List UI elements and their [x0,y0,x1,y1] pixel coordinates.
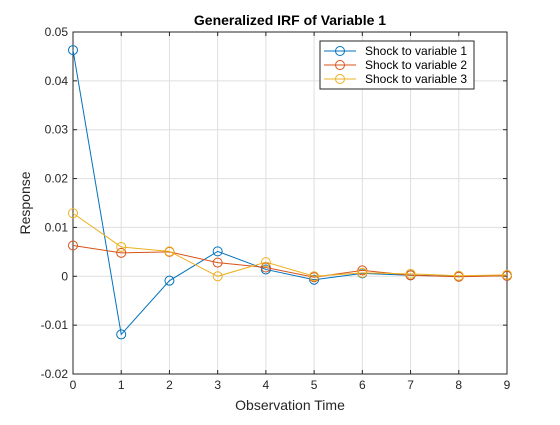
x-axis-label: Observation Time [235,397,345,413]
data-point-marker [260,257,271,268]
data-point-marker [116,247,127,258]
data-point-marker [68,45,78,56]
x-tick-label: 9 [504,378,511,392]
y-tick-label: 0.04 [45,74,69,88]
legend-label: Shock to variable 2 [365,58,467,72]
data-point-marker [453,270,464,281]
x-tick-label: 4 [263,378,270,392]
data-point-marker [212,257,223,268]
data-point-marker [309,271,320,282]
legend-item: Shock to variable 1 [324,44,467,58]
data-point-marker [260,262,271,273]
data-point-marker [164,275,175,286]
y-tick-label: 0.05 [45,25,69,39]
data-point-marker [357,265,368,276]
legend-marker [335,74,345,84]
y-tick-label: 0.01 [45,220,69,234]
x-tick-label: 2 [166,378,173,392]
legend-label: Shock to variable 3 [365,72,467,86]
y-tick-label: 0 [61,269,68,283]
data-point-marker [68,240,78,251]
axes-box [72,31,508,375]
data-point-marker [116,329,127,340]
y-tick-label: 0.02 [45,172,69,186]
y-axis-label: Response [17,171,33,234]
data-point-marker [357,267,368,278]
legend-item: Shock to variable 3 [324,72,467,86]
data-point-marker [309,274,320,285]
y-tick-label: 0.03 [45,123,69,137]
series-3 [68,208,512,282]
x-tick-label: 7 [407,378,414,392]
series-line [72,212,508,277]
x-tick-label: 5 [311,378,318,392]
data-point-marker [68,208,78,219]
x-tick-label: 8 [455,378,462,392]
legend-marker [335,46,345,56]
data-point-marker [405,268,416,279]
x-tick-label: 0 [70,378,77,392]
data-point-marker [502,269,512,280]
legend-item: Shock to variable 2 [324,58,467,72]
series-line [72,245,508,278]
data-point-marker [212,246,223,257]
axes: 0 1 2 3 4 5 6 7 8 9 -0.02 -0.01 0 0.01 0.02 0.03 0.04 0.0… [41,25,511,392]
data-point-marker [116,241,127,252]
y-tick-label: -0.01 [41,318,69,332]
data-point-marker [212,271,223,282]
x-tick-label: 3 [214,378,221,392]
series-group [68,45,512,340]
y-tick-label: -0.02 [41,367,69,381]
x-tick-label: 1 [118,378,125,392]
data-point-marker [164,246,175,257]
chart-title: Generalized IRF of Variable 1 [194,12,386,28]
x-tick-label: 6 [359,378,366,392]
legend-label: Shock to variable 1 [365,44,467,58]
legend-marker [335,60,345,70]
